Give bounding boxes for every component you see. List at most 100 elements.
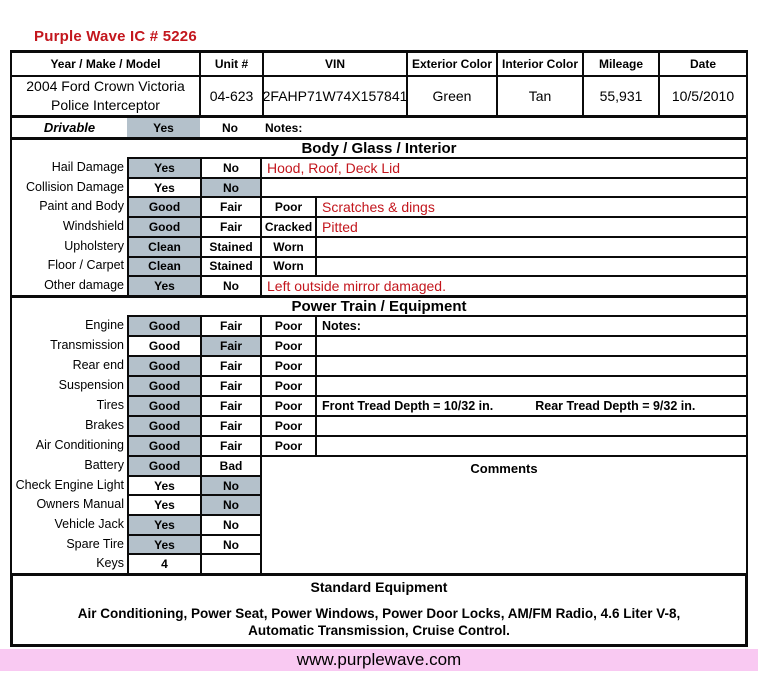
- option-cell: Fair: [200, 415, 260, 435]
- option-cell: Fair: [200, 435, 260, 455]
- inspection-row-floor-carpet: Floor / Carpet Clean Stained Worn: [12, 255, 746, 276]
- row-label: Floor / Carpet: [47, 258, 124, 273]
- option-cell: Fair: [200, 315, 260, 335]
- comments-box: Comments: [260, 455, 746, 573]
- row-note: [315, 335, 746, 355]
- option-cell: Good: [127, 415, 200, 435]
- option-cell: Good: [127, 355, 200, 375]
- body-section-title: Body / Glass / Interior: [301, 140, 457, 157]
- standard-equipment-title: Standard Equipment: [310, 579, 448, 595]
- vehicle-data-row: 2004 Ford Crown Victoria Police Intercep…: [12, 75, 746, 115]
- vehicle-model-value: 2004 Ford Crown Victoria Police Intercep…: [12, 75, 199, 115]
- col-header-exterior-color: Exterior Color: [406, 53, 496, 75]
- option-cell: Good: [127, 455, 200, 475]
- keys-count-cell: 4: [127, 553, 200, 574]
- body-glass-interior-section: Body / Glass / Interior Hail Damage Yes …: [10, 137, 748, 297]
- drivable-no-cell: No: [222, 120, 238, 135]
- vehicle-unit-value: 04-623: [199, 75, 262, 115]
- power-checklist: Battery Good Bad Check Engine Light Yes …: [12, 455, 260, 574]
- standard-equipment-line2: Automatic Transmission, Cruise Control.: [248, 623, 510, 638]
- row-note: Pitted: [315, 216, 746, 236]
- inspection-row-suspension: Suspension Good Fair Poor: [12, 375, 746, 395]
- inspection-row-battery: Battery Good Bad: [12, 455, 260, 475]
- option-cell: Good: [127, 435, 200, 455]
- inspection-row-transmission: Transmission Good Fair Poor: [12, 335, 746, 355]
- row-note: [315, 415, 746, 435]
- note-text: Notes:: [322, 319, 361, 333]
- option-cell: Good: [127, 196, 200, 217]
- row-label: Other damage: [44, 278, 124, 293]
- option-cell: Fair: [200, 355, 260, 375]
- row-note: [315, 255, 746, 276]
- option-cell: Poor: [260, 435, 315, 455]
- col-header-mileage: Mileage: [582, 53, 658, 75]
- col-header-interior-color: Interior Color: [496, 53, 582, 75]
- option-cell: Poor: [260, 355, 315, 375]
- vehicle-summary-table: Year / Make / Model Unit # VIN Exterior …: [10, 50, 748, 117]
- col-header-date: Date: [658, 53, 746, 75]
- option-cell: Poor: [260, 196, 315, 217]
- rear-tread-depth: Rear Tread Depth = 9/32 in.: [535, 399, 696, 413]
- row-note: [315, 355, 746, 375]
- col-header-vin: VIN: [262, 53, 406, 75]
- row-label: Check Engine Light: [15, 477, 124, 492]
- comments-label: Comments: [470, 461, 538, 476]
- vehicle-exterior-color-value: Green: [406, 75, 496, 115]
- option-cell: Good: [127, 375, 200, 395]
- row-note: [260, 176, 746, 197]
- option-cell: No: [200, 494, 260, 515]
- vehicle-vin-value: 2FAHP71W74X157841: [262, 75, 406, 115]
- option-cell: Poor: [260, 335, 315, 355]
- option-cell: Stained: [200, 235, 260, 256]
- option-cell: Cracked: [260, 216, 315, 236]
- row-label: Air Conditioning: [35, 438, 124, 452]
- row-label: Suspension: [58, 378, 124, 392]
- inspection-row-engine: Engine Good Fair Poor Notes:: [12, 315, 746, 335]
- option-cell: Fair: [200, 395, 260, 415]
- vehicle-model-line1: 2004 Ford Crown Victoria: [26, 78, 185, 95]
- option-cell: No: [200, 176, 260, 197]
- power-section-title: Power Train / Equipment: [291, 298, 467, 315]
- standard-equipment-line1: Air Conditioning, Power Seat, Power Wind…: [77, 606, 681, 621]
- option-cell: Clean: [127, 235, 200, 256]
- row-label: Battery: [84, 457, 124, 472]
- vehicle-date-value: 10/5/2010: [658, 75, 746, 115]
- option-cell: Good: [127, 315, 200, 335]
- option-cell: Yes: [127, 474, 200, 495]
- empty-cell: [200, 553, 260, 574]
- inspection-row-hail-damage: Hail Damage Yes No Hood, Roof, Deck Lid: [12, 157, 746, 177]
- inspection-row-windshield: Windshield Good Fair Cracked Pitted: [12, 216, 746, 236]
- option-cell: Fair: [200, 216, 260, 236]
- option-cell: Fair: [200, 196, 260, 217]
- inspection-row-collision-damage: Collision Damage Yes No: [12, 176, 746, 197]
- row-label: Collision Damage: [26, 179, 124, 194]
- vehicle-header-row: Year / Make / Model Unit # VIN Exterior …: [12, 53, 746, 75]
- option-cell: Good: [127, 335, 200, 355]
- website-url: www.purplewave.com: [296, 650, 462, 669]
- option-cell: No: [200, 514, 260, 534]
- option-cell: Yes: [127, 157, 200, 177]
- option-cell: Worn: [260, 255, 315, 276]
- row-note: [315, 375, 746, 395]
- option-cell: Poor: [260, 315, 315, 335]
- option-cell: No: [200, 474, 260, 495]
- option-cell: Poor: [260, 375, 315, 395]
- option-cell: Yes: [127, 275, 200, 296]
- option-cell: Bad: [200, 455, 260, 475]
- row-label: Owners Manual: [36, 497, 124, 512]
- inspection-row-brakes: Brakes Good Fair Poor: [12, 415, 746, 435]
- standard-equipment-section: Standard Equipment Air Conditioning, Pow…: [10, 573, 748, 647]
- power-train-equipment-section: Power Train / Equipment Engine Good Fair…: [10, 295, 748, 575]
- inspection-row-air-conditioning: Air Conditioning Good Fair Poor: [12, 435, 746, 455]
- front-tread-depth: Front Tread Depth = 10/32 in.: [322, 399, 494, 413]
- row-label: Spare Tire: [66, 536, 124, 551]
- option-cell: Yes: [127, 514, 200, 534]
- row-label: Engine: [85, 318, 124, 332]
- row-label: Windshield: [62, 219, 124, 234]
- row-label: Upholstery: [64, 238, 124, 253]
- power-checklist-and-comments: Battery Good Bad Check Engine Light Yes …: [12, 455, 746, 574]
- option-cell: Clean: [127, 255, 200, 276]
- option-cell: Poor: [260, 395, 315, 415]
- drivable-yes-cell: Yes: [127, 118, 200, 137]
